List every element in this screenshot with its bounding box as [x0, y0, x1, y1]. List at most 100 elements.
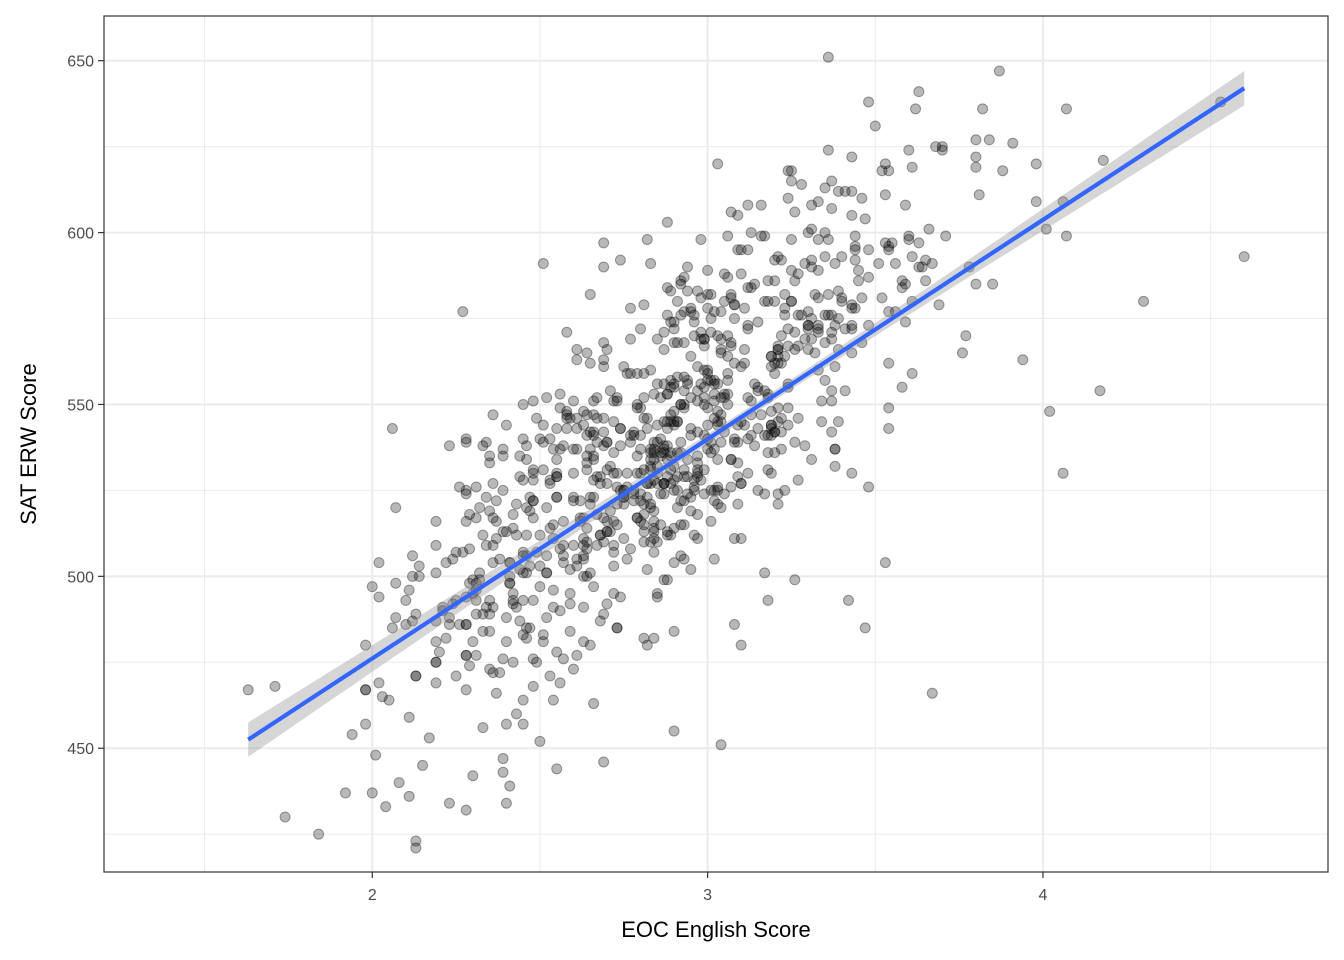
data-point: [832, 185, 844, 197]
data-point: [380, 801, 392, 813]
data-point: [638, 299, 650, 311]
data-point: [849, 244, 861, 256]
data-point: [853, 264, 865, 276]
data-point: [702, 264, 714, 276]
data-point: [561, 409, 573, 421]
data-point: [628, 495, 640, 507]
data-point: [601, 436, 613, 448]
data-point: [668, 625, 680, 637]
data-point: [517, 474, 529, 486]
data-point: [806, 313, 818, 325]
x-tick-label: 4: [1039, 887, 1048, 904]
data-point: [624, 543, 636, 555]
data-point: [661, 423, 673, 435]
data-point: [430, 515, 442, 527]
data-point: [534, 529, 546, 541]
data-point: [926, 687, 938, 699]
data-point: [846, 347, 858, 359]
data-point: [373, 591, 385, 603]
data-point: [661, 388, 673, 400]
data-point: [913, 86, 925, 98]
data-point: [661, 526, 673, 538]
data-point: [658, 478, 670, 490]
data-point: [665, 478, 677, 490]
data-point: [430, 656, 442, 668]
data-point: [584, 567, 596, 579]
data-point: [537, 436, 549, 448]
data-point: [645, 453, 657, 465]
data-point: [638, 464, 650, 476]
data-point: [621, 368, 633, 380]
data-point: [705, 447, 717, 459]
data-point: [554, 388, 566, 400]
data-point: [544, 478, 556, 490]
data-point: [591, 471, 603, 483]
data-point: [665, 381, 677, 393]
data-point: [668, 484, 680, 496]
data-point: [608, 588, 620, 600]
data-point: [604, 526, 616, 538]
data-point: [789, 343, 801, 355]
data-point: [621, 553, 633, 565]
data-point: [611, 395, 623, 407]
data-point: [537, 464, 549, 476]
data-point: [1097, 154, 1109, 166]
data-point: [648, 546, 660, 558]
data-point: [769, 275, 781, 287]
x-tick-label: 2: [368, 887, 377, 904]
data-point: [608, 467, 620, 479]
data-point: [507, 656, 519, 668]
data-point: [685, 429, 697, 441]
data-point: [373, 677, 385, 689]
data-point: [896, 282, 908, 294]
x-axis-title: EOC English Score: [621, 917, 811, 942]
data-point: [658, 488, 670, 500]
data-point: [846, 299, 858, 311]
y-tick-label: 550: [67, 397, 94, 414]
data-point: [832, 313, 844, 325]
data-point: [722, 271, 734, 283]
data-point: [832, 416, 844, 428]
data-point: [360, 639, 372, 651]
data-point: [537, 629, 549, 641]
data-point: [789, 436, 801, 448]
data-point: [567, 495, 579, 507]
data-point: [658, 478, 670, 490]
data-point: [826, 385, 838, 397]
data-point: [604, 385, 616, 397]
data-point: [705, 484, 717, 496]
data-point: [879, 158, 891, 170]
data-point: [534, 735, 546, 747]
data-point: [671, 502, 683, 514]
data-point: [765, 419, 777, 431]
data-point: [732, 244, 744, 256]
data-point: [839, 323, 851, 335]
data-point: [497, 766, 509, 778]
y-tick-label: 450: [67, 741, 94, 758]
data-point: [812, 292, 824, 304]
data-point: [802, 319, 814, 331]
data-point: [883, 423, 895, 435]
data-point: [692, 533, 704, 545]
data-point: [490, 515, 502, 527]
data-point: [591, 436, 603, 448]
data-point: [494, 667, 506, 679]
data-point: [567, 467, 579, 479]
data-point: [484, 594, 496, 606]
data-point: [581, 536, 593, 548]
data-point: [648, 526, 660, 538]
data-point: [692, 426, 704, 438]
data-point: [906, 161, 918, 173]
data-point: [547, 584, 559, 596]
data-point: [517, 718, 529, 730]
data-point: [531, 412, 543, 424]
data-point: [584, 357, 596, 369]
data-point: [688, 474, 700, 486]
data-point: [500, 636, 512, 648]
data-point: [658, 440, 670, 452]
data-point: [681, 285, 693, 297]
data-point: [692, 464, 704, 476]
data-point: [906, 368, 918, 380]
data-point: [698, 464, 710, 476]
data-point: [668, 416, 680, 428]
